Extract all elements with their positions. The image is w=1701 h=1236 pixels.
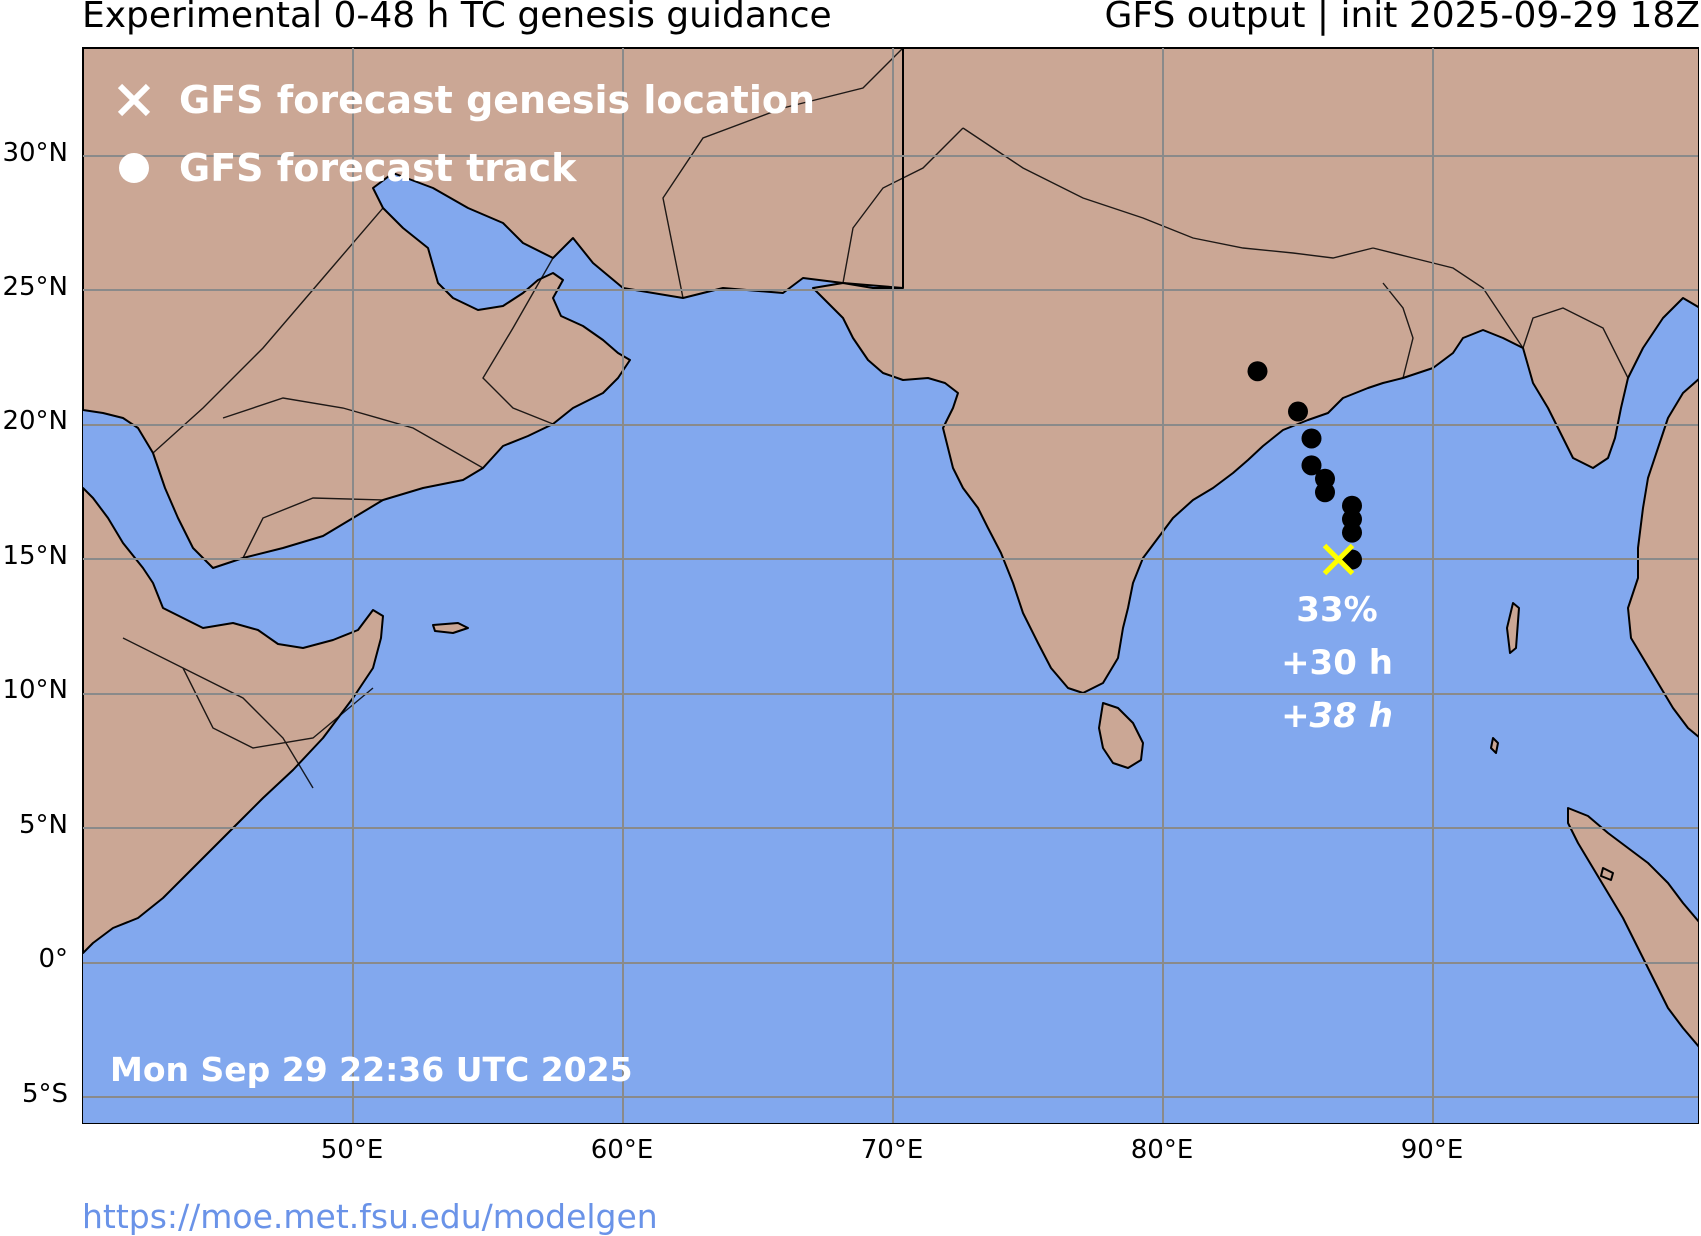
lat-label-25n: 25°N (2, 272, 68, 302)
land-socotra (432, 622, 469, 634)
land-layer (83, 48, 1698, 1048)
lat-label-20n: 20°N (2, 406, 68, 436)
track-point (1301, 455, 1322, 476)
land-sumatra (1567, 807, 1698, 1048)
track-point (1342, 522, 1362, 543)
genesis-x-marker (1322, 543, 1355, 576)
legend-track-label: GFS forecast track (179, 146, 577, 190)
lon-label-60e: 60°E (590, 1135, 654, 1165)
lon-label-70e: 70°E (860, 1135, 924, 1165)
source-link[interactable]: https://moe.met.fsu.edu/modelgen (82, 1197, 658, 1236)
title-right: GFS output | init 2025-09-29 18Z (1104, 0, 1700, 36)
forecast-track (1247, 361, 1362, 570)
track-point (1301, 428, 1322, 449)
lat-label-30n: 30°N (2, 138, 68, 168)
land-arabia-iran (83, 48, 904, 569)
lat-label-10n: 10°N (2, 675, 68, 705)
genesis-probability: 33% (1296, 590, 1378, 630)
legend-genesis-label: GFS forecast genesis location (179, 78, 816, 122)
map-panel: GFS forecast genesis location GFS foreca… (82, 47, 1699, 1124)
track-point (1247, 361, 1268, 382)
land-horn-of-africa (83, 487, 384, 954)
title-left: Experimental 0-48 h TC genesis guidance (82, 0, 832, 36)
lat-label-5n: 5°N (19, 810, 68, 840)
land-small-island-1 (1600, 867, 1614, 881)
legend-genesis: GFS forecast genesis location (113, 70, 815, 130)
filled-circle-icon (113, 147, 155, 189)
land-sri-lanka (1098, 702, 1144, 769)
lat-label-5s: 5°S (21, 1079, 68, 1109)
lon-label-80e: 80°E (1130, 1135, 1194, 1165)
land-nicobar (1490, 737, 1499, 754)
run-timestamp: Mon Sep 29 22:36 UTC 2025 (110, 1050, 633, 1089)
lat-label-0: 0° (38, 944, 68, 974)
genesis-marker-group (1322, 543, 1355, 576)
gridlines (83, 48, 1698, 1123)
track-lead-time: +38 h (1281, 696, 1393, 736)
track-point (1315, 482, 1335, 503)
lon-label-50e: 50°E (320, 1135, 384, 1165)
land-andaman-islands (1506, 602, 1520, 654)
lon-label-90e: 90°E (1400, 1135, 1464, 1165)
track-point (1288, 401, 1308, 422)
lat-label-15n: 15°N (2, 541, 68, 571)
map-canvas (83, 48, 1698, 1123)
country-borders (122, 48, 1629, 789)
genesis-lead-time: +30 h (1281, 643, 1393, 683)
x-mark-icon (113, 79, 155, 121)
legend-track: GFS forecast track (113, 138, 576, 198)
